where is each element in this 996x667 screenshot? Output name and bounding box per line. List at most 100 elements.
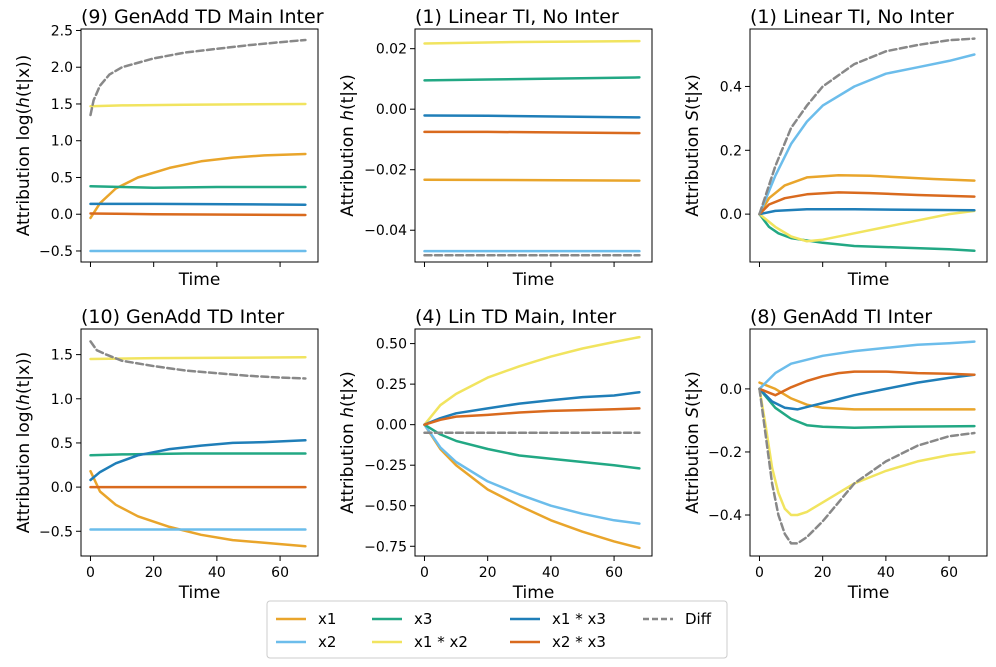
subplot-4: (10) GenAdd TD Inter −0.5 0.0 0.5 1.0 1.5 0 20 4… <box>14 306 319 603</box>
x-tick-label: 60 <box>605 565 623 581</box>
y-tick-label: 0.00 <box>376 102 407 118</box>
x-axis-label: Time <box>512 583 555 603</box>
x-tick-label: 0 <box>86 565 95 581</box>
series-group <box>758 37 976 253</box>
x-tick-label: 60 <box>271 565 289 581</box>
series-line-x3 <box>423 76 641 82</box>
x-tick-label: 60 <box>940 565 958 581</box>
y-tick-label: −0.25 <box>364 458 407 474</box>
subplot-title: (4) Lin TD Main, Inter <box>415 306 616 328</box>
y-axis-label: Attribution S(t|x) <box>683 74 703 216</box>
y-tick-label: 0.5 <box>51 170 73 186</box>
y-axis-label: Attribution h(t|x) <box>338 371 358 513</box>
y-tick-label: −0.02 <box>364 163 407 179</box>
y-tick-label: 0.0 <box>51 480 73 496</box>
series-line-x1-x3 <box>758 208 976 216</box>
subplot-title: (10) GenAdd TD Inter <box>81 306 284 328</box>
series-line-x1 <box>423 423 641 550</box>
legend-label-x3: x3 <box>414 610 432 628</box>
x-tick-label: 0 <box>420 565 429 581</box>
y-tick-label: 0.00 <box>376 418 407 434</box>
y-tick-label: 1.5 <box>51 97 73 113</box>
legend: x1 x2 x3 x1 * x2 x1 * x3 x2 * x3 Diff <box>266 600 728 659</box>
x-axis-label: Time <box>847 583 890 603</box>
y-tick-label: −0.50 <box>364 499 407 515</box>
series-line-x1-x3 <box>423 114 641 119</box>
y-tick-label: −0.5 <box>39 244 73 260</box>
axes-frame <box>749 28 988 263</box>
series-line-x1 <box>89 469 307 548</box>
axes-frame <box>80 28 319 263</box>
subplot-2: (1) Linear TI, No Inter −0.04 −0.02 0.00 0.0… <box>338 6 653 290</box>
series-line-x3 <box>423 423 641 470</box>
series-line-diff <box>758 387 976 545</box>
subplot-5: (4) Lin TD Main, Inter −0.75 −0.50 −0.25 0.0… <box>338 306 653 603</box>
y-tick-label: 1.0 <box>51 134 73 150</box>
y-tick-label: 0.2 <box>720 143 742 159</box>
subplot-1: (9) GenAdd TD Main Inter −0.5 0.0 0.5 1.0 1.5… <box>14 6 324 290</box>
x-axis-label: Time <box>178 583 221 603</box>
y-axis-label: Attribution h(t|x) <box>338 74 358 216</box>
series-group <box>758 340 976 545</box>
y-tick-label: 0.50 <box>376 337 407 353</box>
subplot-title: (1) Linear TI, No Inter <box>750 6 954 28</box>
legend-entry-diff: Diff <box>643 610 712 628</box>
series-line-x1-x3 <box>758 373 976 411</box>
series-line-x1 <box>423 178 641 182</box>
y-axis-label: Attribution log(h(t|x)) <box>14 55 34 237</box>
legend-entry-x3: x3 <box>372 610 432 628</box>
legend-label-x1-x3: x1 * x3 <box>552 610 606 628</box>
series-line-x1-x3 <box>89 439 307 482</box>
x-tick-label: 40 <box>877 565 895 581</box>
subplot-3: (1) Linear TI, No Inter 0.0 0.2 0.4 Time Attr… <box>683 6 988 290</box>
x-tick-label: 20 <box>145 565 163 581</box>
legend-label-x2-x3: x2 * x3 <box>552 633 606 651</box>
y-tick-label: 2.5 <box>51 23 73 39</box>
y-tick-label: 0.0 <box>51 207 73 223</box>
series-line-x2 <box>758 53 976 216</box>
y-tick-label: −0.4 <box>708 508 742 524</box>
x-tick-label: 20 <box>814 565 832 581</box>
series-line-x1-x2 <box>423 335 641 426</box>
y-axis-label: Attribution S(t|x) <box>683 371 703 513</box>
series-line-x3 <box>758 212 976 253</box>
series-line-x3 <box>89 452 307 457</box>
x-tick-label: 20 <box>479 565 497 581</box>
series-line-x1 <box>758 173 976 216</box>
y-tick-label: 0.5 <box>51 436 73 452</box>
subplot-title: (9) GenAdd TD Main Inter <box>81 6 324 28</box>
series-line-x2-x3 <box>423 130 641 135</box>
series-group <box>423 335 641 550</box>
y-tick-label: −0.75 <box>364 539 407 555</box>
legend-entry-x1-x3: x1 * x3 <box>510 610 606 628</box>
x-axis-label: Time <box>178 270 221 290</box>
series-line-x1-x2 <box>758 387 976 517</box>
series-line-x1-x2 <box>758 209 976 243</box>
legend-entry-x1-x2: x1 * x2 <box>372 633 468 651</box>
series-line-x1-x2 <box>89 102 307 108</box>
legend-entry-x2-x3: x2 * x3 <box>510 633 606 651</box>
series-line-x3 <box>758 387 976 429</box>
subplot-6: (8) GenAdd TI Inter −0.4 −0.2 0.0 0 20 40 60 Tim… <box>683 306 988 603</box>
y-tick-label: 0.4 <box>720 79 742 95</box>
x-tick-label: 40 <box>208 565 226 581</box>
series-line-x2-x3 <box>89 212 307 217</box>
y-tick-label: 1.5 <box>51 348 73 364</box>
series-line-x1-x2 <box>423 39 641 45</box>
y-tick-label: −0.5 <box>39 524 73 540</box>
series-line-x2 <box>423 423 641 525</box>
axes-frame <box>749 328 988 557</box>
y-tick-label: 0.0 <box>720 382 742 398</box>
y-tick-label: 0.02 <box>376 42 407 58</box>
y-tick-label: 0.0 <box>720 207 742 223</box>
series-line-diff <box>89 340 307 380</box>
series-line-x3 <box>89 185 307 190</box>
legend-label-x2: x2 <box>318 633 336 651</box>
series-line-x1 <box>89 152 307 220</box>
y-axis-label: Attribution log(h(t|x)) <box>14 352 34 534</box>
x-tick-label: 40 <box>542 565 560 581</box>
legend-label-diff: Diff <box>685 610 712 628</box>
series-line-x2 <box>758 340 976 391</box>
series-line-diff <box>758 37 976 216</box>
